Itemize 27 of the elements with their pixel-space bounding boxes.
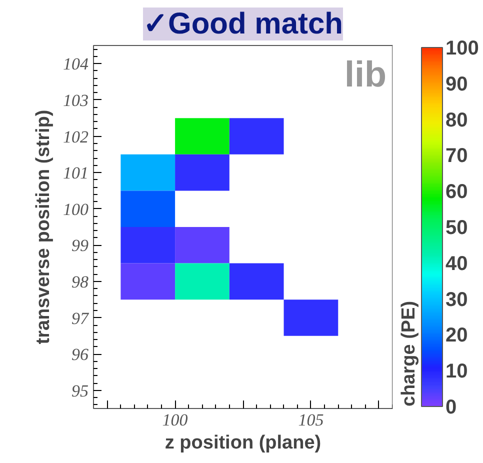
y-tick-label: 103 xyxy=(63,90,88,110)
y-tick-label: 95 xyxy=(72,381,88,400)
annotation: lib xyxy=(344,54,387,94)
y-tick-label: 96 xyxy=(72,345,89,364)
color-bar-label: 80 xyxy=(446,109,468,132)
y-tick-label: 101 xyxy=(63,164,88,183)
x-tick-label: 105 xyxy=(298,410,324,430)
color-bar-label: 0 xyxy=(446,396,457,418)
y-tick-label: 99 xyxy=(72,236,89,256)
x-axis-title: z position (plane) xyxy=(164,432,322,454)
y-tick-label: 98 xyxy=(72,272,89,292)
y-tick-label: 104 xyxy=(63,54,89,74)
color-bar-label: 60 xyxy=(446,181,468,204)
color-bar-label: 90 xyxy=(446,73,468,96)
color-bar-label: 50 xyxy=(446,217,468,239)
y-axis-title: transverse position (strip) xyxy=(33,110,54,344)
color-bar-title: charge (PE) xyxy=(398,300,420,406)
color-bar-label: 100 xyxy=(446,38,479,60)
color-bar-label: 10 xyxy=(446,360,468,383)
color-bar-label: 40 xyxy=(446,252,468,275)
chart-title: ✓Good match xyxy=(143,8,344,40)
y-tick-label: 100 xyxy=(63,200,89,219)
y-tick-label: 97 xyxy=(72,308,90,328)
color-bar-label: 20 xyxy=(446,324,468,347)
y-tick-label: 102 xyxy=(63,127,89,146)
color-bar-label: 70 xyxy=(446,145,468,168)
color-bar-label: 30 xyxy=(446,288,468,311)
